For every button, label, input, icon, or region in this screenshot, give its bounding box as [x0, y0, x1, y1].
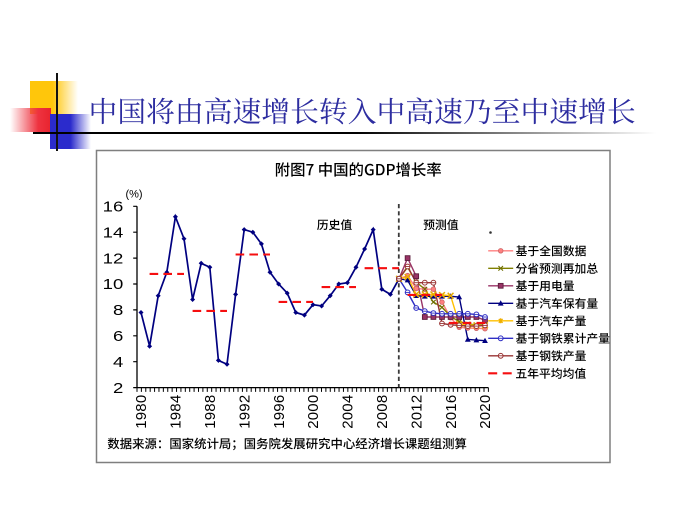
svg-text:14: 14 — [103, 224, 124, 241]
svg-text:6: 6 — [113, 328, 123, 345]
svg-text:2020: 2020 — [477, 395, 494, 429]
svg-text:2: 2 — [113, 380, 123, 397]
svg-text:2000: 2000 — [305, 395, 322, 429]
svg-text:16: 16 — [103, 198, 124, 215]
svg-text:10: 10 — [103, 276, 124, 293]
svg-text:2016: 2016 — [443, 395, 460, 429]
svg-text:2008: 2008 — [374, 395, 391, 429]
svg-text:2004: 2004 — [340, 395, 357, 429]
svg-text:2012: 2012 — [408, 395, 425, 429]
svg-text:1992: 1992 — [236, 395, 253, 429]
svg-text:1988: 1988 — [202, 395, 219, 429]
svg-text:(%): (%) — [125, 188, 142, 200]
svg-text:4: 4 — [113, 354, 123, 371]
svg-text:12: 12 — [103, 250, 124, 267]
svg-text:1984: 1984 — [168, 395, 185, 429]
svg-text:8: 8 — [113, 302, 123, 319]
svg-text:1980: 1980 — [133, 395, 150, 429]
svg-text:1996: 1996 — [271, 395, 288, 429]
